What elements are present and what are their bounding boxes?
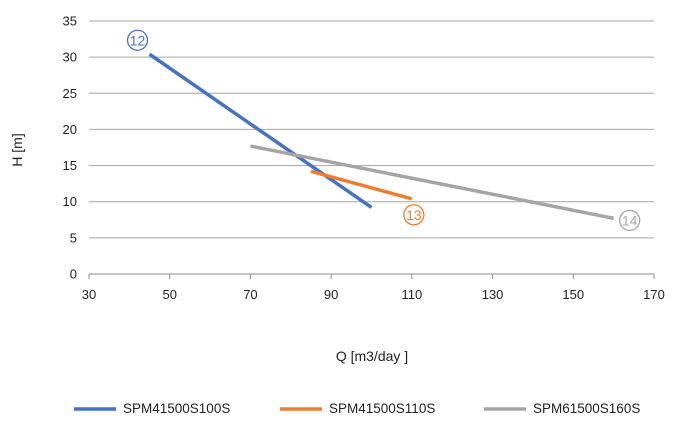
x-tick-label: 150 bbox=[562, 287, 584, 302]
marker-circle bbox=[403, 204, 425, 226]
marker-number: 12 bbox=[130, 32, 146, 48]
legend: SPM41500S100S SPM41500S110S SPM61500S160S bbox=[74, 401, 640, 416]
marker-number: 13 bbox=[406, 207, 422, 223]
y-tick-label: 20 bbox=[63, 122, 77, 137]
legend-item: SPM41500S110S bbox=[280, 401, 435, 416]
y-tick-label: 35 bbox=[63, 14, 77, 29]
series-marker-label: 13 bbox=[403, 204, 425, 226]
legend-label: SPM41500S100S bbox=[123, 401, 230, 416]
y-tick-label: 30 bbox=[63, 50, 77, 65]
series-marker-label: 14 bbox=[618, 209, 641, 231]
marker-circle bbox=[618, 209, 641, 231]
y-axis: 0 5 10 15 20 25 30 35 bbox=[63, 14, 77, 282]
legend-item: SPM41500S100S bbox=[74, 401, 230, 416]
y-axis-title: H [m] bbox=[9, 133, 25, 166]
marker-circle bbox=[126, 29, 149, 51]
x-tick-label: 170 bbox=[643, 287, 665, 302]
legend-item: SPM61500S160S bbox=[484, 401, 640, 416]
x-tick-label: 30 bbox=[82, 287, 96, 302]
x-tick-label: 70 bbox=[243, 287, 257, 302]
plot-area: 12 13 14 bbox=[126, 29, 641, 231]
x-tick-label: 90 bbox=[324, 287, 338, 302]
y-tick-label: 25 bbox=[63, 86, 77, 101]
y-tick-label: 15 bbox=[63, 158, 77, 173]
series-line bbox=[310, 169, 413, 201]
x-axis-title: Q [m3/day ] bbox=[336, 348, 408, 364]
legend-label: SPM41500S110S bbox=[329, 401, 435, 416]
marker-number: 14 bbox=[622, 212, 638, 228]
x-tick-label: 50 bbox=[162, 287, 176, 302]
x-tick-label: 130 bbox=[482, 287, 504, 302]
y-tick-label: 10 bbox=[63, 194, 77, 209]
legend-label: SPM61500S160S bbox=[533, 401, 640, 416]
y-tick-label: 5 bbox=[70, 230, 77, 245]
y-tick-label: 0 bbox=[70, 267, 77, 282]
series-line bbox=[148, 52, 373, 209]
series-marker-label: 12 bbox=[126, 29, 149, 51]
x-axis: 30 50 70 90 110 130 150 170 bbox=[82, 274, 665, 302]
grid-lines bbox=[89, 20, 654, 275]
x-tick-label: 110 bbox=[401, 287, 422, 302]
series-line bbox=[250, 144, 614, 221]
